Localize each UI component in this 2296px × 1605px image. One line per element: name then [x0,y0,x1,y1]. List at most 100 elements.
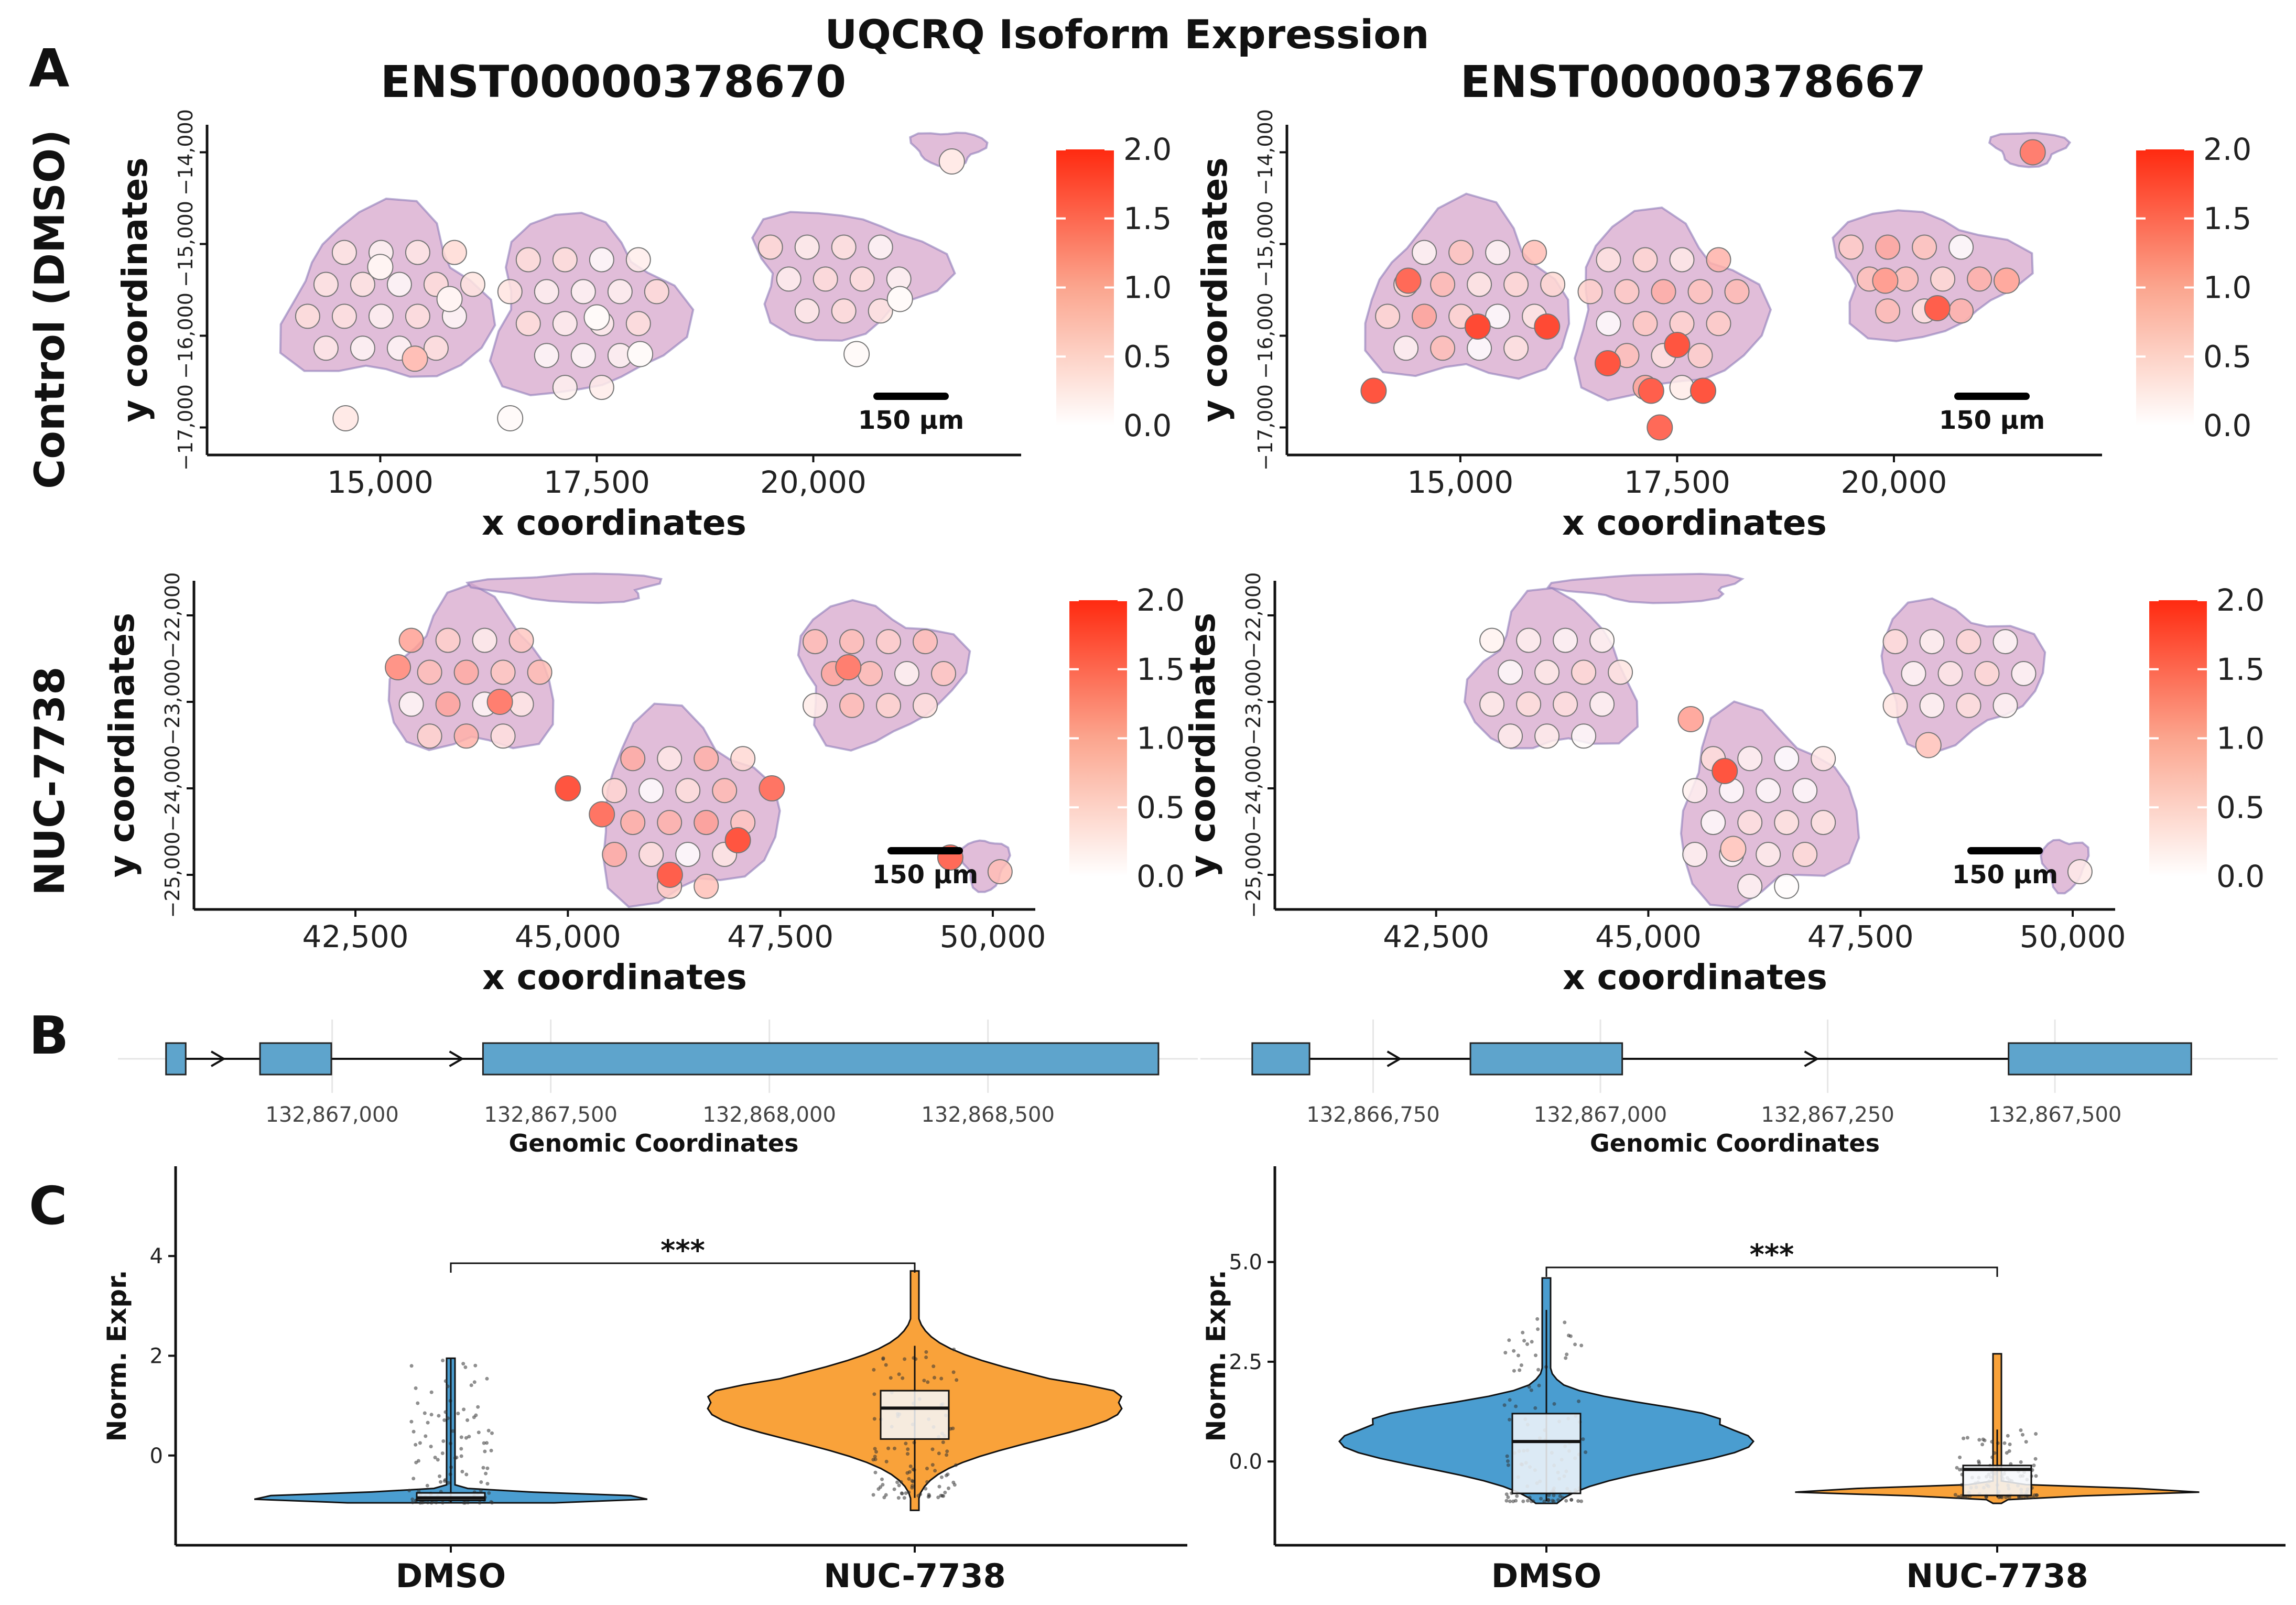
colorbar-gradient [2149,600,2207,876]
expression-spot [1534,659,1560,685]
y-tick-label: −23,000 [161,659,184,745]
data-point [872,1392,876,1396]
expression-spot [1498,723,1523,749]
expression-spot [987,859,1013,884]
expression-spot [1571,659,1597,685]
data-point [930,1463,935,1467]
expression-spot [1503,272,1529,297]
data-point [2019,1460,2023,1464]
x-tick-label: 17,500 [1624,464,1730,500]
expression-spot [1774,873,1800,899]
data-point [1529,1388,1533,1392]
data-point [1519,1363,1523,1367]
y-tick-label: −23,000 [1242,659,1265,745]
data-point [951,1426,955,1430]
data-point [1546,1498,1550,1502]
data-point [439,1480,442,1484]
data-point [873,1447,877,1451]
y-tick-label: −25,000 [1242,832,1265,918]
expression-spot [1774,746,1800,772]
data-point [1539,1496,1543,1501]
data-point [418,1441,422,1445]
y-tick-label: −22,000 [161,572,184,659]
expression-spot [843,341,870,367]
x-tick-label: 15,000 [1407,464,1513,500]
expression-spot [1956,692,1981,718]
expression-spot [1647,414,1673,441]
expression-spot [1596,247,1621,273]
x-tick-label: 45,000 [515,919,621,955]
data-point [482,1441,486,1445]
expression-spot [508,691,534,717]
data-point [1980,1443,1985,1447]
colorbar-tick-label: 0.0 [1123,408,1172,443]
data-point [424,1434,428,1438]
expression-spot [1792,778,1818,804]
x-tick-label: 132,867,000 [1534,1103,1667,1127]
expression-spot [1992,629,2018,655]
strand-arrow [210,1050,226,1067]
expression-spot [313,272,339,297]
colorbar: 0.0 0.5 1.0 1.5 2.0 [1069,582,1185,894]
expression-spot [1669,375,1695,400]
significance-label: *** [660,1234,705,1267]
data-point [466,1501,470,1505]
expression-spot [1479,691,1505,717]
tissue-region [1680,700,1860,908]
data-point [2002,1441,2007,1445]
expression-spot [1595,350,1621,376]
data-point [945,1453,949,1457]
data-point [871,1493,875,1497]
data-point [1506,1459,1510,1463]
data-point [1512,1349,1516,1353]
data-point [441,1439,446,1443]
expression-spot [759,775,785,801]
data-point [1552,1493,1556,1498]
expression-spot [1534,313,1561,340]
expression-spot [1669,311,1695,337]
colorbar-tick-label: 2.0 [2216,582,2265,618]
expression-spot [1614,279,1640,305]
expression-spot [1682,778,1708,804]
data-point [479,1480,483,1484]
expression-spot [405,303,430,329]
data-point [1953,1493,1957,1497]
expression-spot [831,234,857,260]
y-tick-label: 2.5 [1229,1350,1262,1374]
data-point [414,1386,418,1390]
colorbar-tick-label: 2.0 [1123,132,1172,167]
data-point [910,1485,914,1490]
data-point [904,1441,908,1446]
expression-spot [589,375,614,400]
x-tick-label: NUC-7738 [824,1557,1005,1595]
expression-spot [527,659,553,685]
expression-spot [1811,746,1836,772]
x-tick-label: DMSO [396,1557,506,1595]
expression-spot [1467,272,1492,297]
expression-spot [1901,661,1926,686]
tissue-region [489,211,695,397]
expression-spot [1912,234,1937,260]
data-point [461,1362,465,1366]
expression-spot [1915,732,1942,758]
colorbar-tick-label: 1.0 [1136,721,1185,756]
data-point [952,1347,956,1351]
tissue-region [1546,572,1745,604]
expression-spot [868,298,893,324]
data-point [871,1458,875,1462]
data-point [1508,1499,1512,1503]
data-point [1564,1356,1568,1360]
colorbar-tick-label: 1.5 [1123,201,1172,236]
x-tick-label: 42,500 [302,919,409,955]
data-point [873,1470,878,1474]
expression-spot [472,627,497,653]
data-point [489,1448,493,1452]
data-point [2024,1440,2028,1444]
expression-spot [620,746,646,772]
data-point [2021,1495,2026,1499]
expression-spot [839,692,864,718]
expression-spot [894,661,919,686]
expression-spot [1737,873,1763,899]
data-point [1521,1499,1525,1503]
y-tick-label: 2 [150,1344,163,1369]
